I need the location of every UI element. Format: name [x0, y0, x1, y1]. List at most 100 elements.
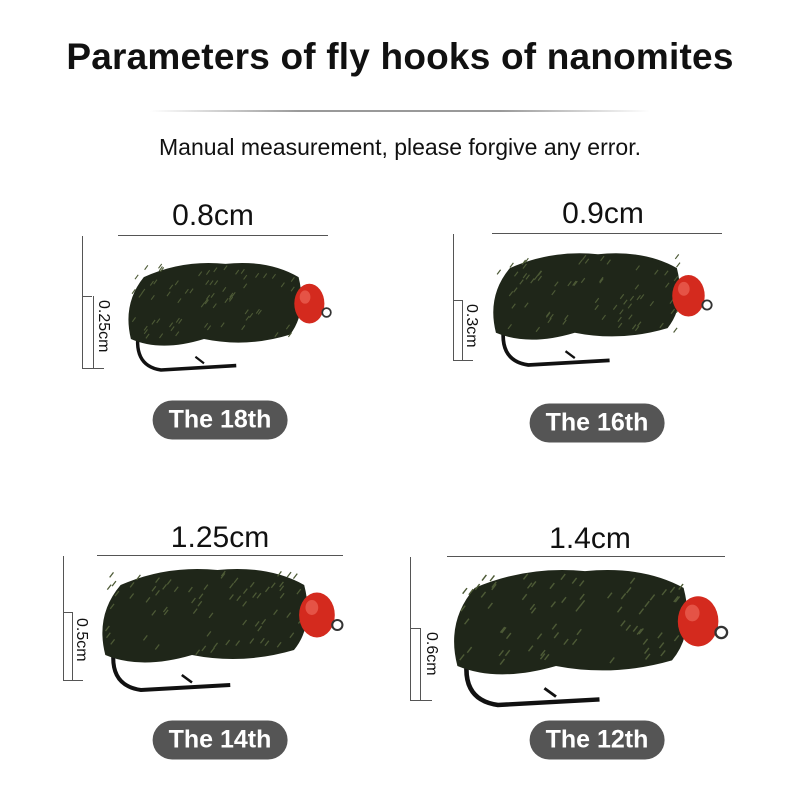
fly-shape — [109, 603, 115, 610]
size-badge: The 14th — [152, 720, 288, 760]
fly-shape — [673, 327, 678, 333]
fly-shape — [540, 649, 546, 657]
fly-shape — [220, 573, 226, 579]
fly-shape — [533, 274, 539, 281]
fly-shape — [299, 290, 311, 304]
fly-shape — [240, 268, 245, 275]
fly-shape — [513, 287, 518, 293]
fly-shape — [664, 270, 669, 276]
fly-shape — [205, 279, 210, 286]
fly-shape — [224, 297, 229, 304]
fly-shape — [166, 291, 171, 297]
fly-shape — [129, 582, 135, 588]
fly-shape — [192, 608, 198, 614]
fly-shape — [201, 645, 207, 652]
length-line — [118, 235, 328, 236]
length-line — [492, 233, 722, 234]
fly-shape — [521, 259, 527, 265]
fly-shape — [606, 592, 613, 599]
fly-shape — [620, 620, 626, 627]
tick — [453, 360, 473, 361]
height-line — [63, 556, 64, 681]
fly-shape — [206, 630, 212, 637]
fly-shape — [616, 606, 623, 613]
fly-shape — [496, 269, 502, 275]
fly-shape — [257, 625, 263, 632]
fly-shape — [535, 326, 541, 333]
fly-shape — [575, 605, 581, 612]
fly-shape — [191, 597, 196, 604]
fly-shape — [629, 295, 635, 301]
fly-shape — [543, 687, 557, 698]
fly-shape — [279, 585, 285, 592]
fly-shape — [204, 299, 209, 305]
fly-shape — [235, 269, 240, 275]
fly-shape — [644, 600, 650, 608]
fly-shape — [530, 278, 535, 284]
fly-shape — [619, 293, 625, 300]
fly-image — [128, 262, 332, 372]
fly-shape — [255, 308, 260, 314]
fly-shape — [599, 276, 604, 283]
tick — [453, 300, 463, 301]
fly-shape — [174, 280, 179, 286]
fly-shape — [144, 265, 149, 271]
fly-shape — [594, 297, 600, 304]
fly-shape — [600, 255, 605, 262]
fly-shape — [454, 570, 688, 675]
fly-shape — [660, 649, 666, 657]
fly-shape — [259, 637, 265, 644]
fly-shape — [195, 649, 201, 656]
fly-shape — [271, 273, 276, 279]
fly-shape — [464, 618, 470, 625]
fly-shape — [208, 612, 214, 619]
fly-shape — [256, 592, 262, 599]
fly-shape — [254, 621, 260, 627]
fly-shape — [109, 571, 114, 578]
fly-shape — [638, 627, 644, 635]
fly-shape — [153, 279, 158, 285]
fly-shape — [673, 595, 679, 603]
tick — [410, 700, 432, 701]
fly-shape — [198, 593, 204, 600]
fly-shape — [198, 271, 203, 277]
fly-shape — [466, 646, 473, 654]
fly-shape — [277, 571, 282, 577]
fly-shape — [537, 275, 543, 281]
fly-shape — [162, 584, 168, 590]
fly-shape — [145, 333, 150, 339]
fly-shape — [480, 591, 487, 598]
fly-shape — [501, 626, 507, 634]
fly-shape — [644, 647, 650, 654]
fly-shape — [209, 280, 214, 286]
length-label: 0.9cm — [562, 197, 644, 230]
tick — [63, 612, 73, 613]
fly-shape — [560, 573, 566, 581]
fly-shape — [243, 283, 248, 289]
fly-shape — [491, 581, 497, 588]
fly-shape — [212, 303, 217, 309]
fly-shape — [530, 580, 537, 588]
fly-shape — [522, 273, 528, 279]
fly-shape — [631, 324, 637, 330]
fly-shape — [128, 262, 302, 346]
height-bracket — [93, 296, 94, 368]
fly-shape — [159, 333, 164, 339]
fly-shape — [162, 606, 168, 613]
fly-shape — [149, 280, 154, 286]
fly-shape — [579, 593, 585, 601]
fly-shape — [296, 588, 302, 595]
fly-shape — [544, 653, 550, 661]
fly-shape — [228, 296, 234, 302]
fly-shape — [114, 590, 120, 597]
fly-shape — [657, 632, 663, 639]
fly-shape — [579, 599, 586, 607]
height-bracket — [462, 300, 463, 360]
fly-shape — [206, 294, 211, 300]
fly-shape — [573, 280, 578, 287]
fly-shape — [642, 638, 649, 645]
fly-shape — [305, 600, 319, 615]
fly-shape — [229, 292, 234, 298]
fly-shape — [619, 309, 624, 315]
fly-shape — [567, 280, 572, 287]
